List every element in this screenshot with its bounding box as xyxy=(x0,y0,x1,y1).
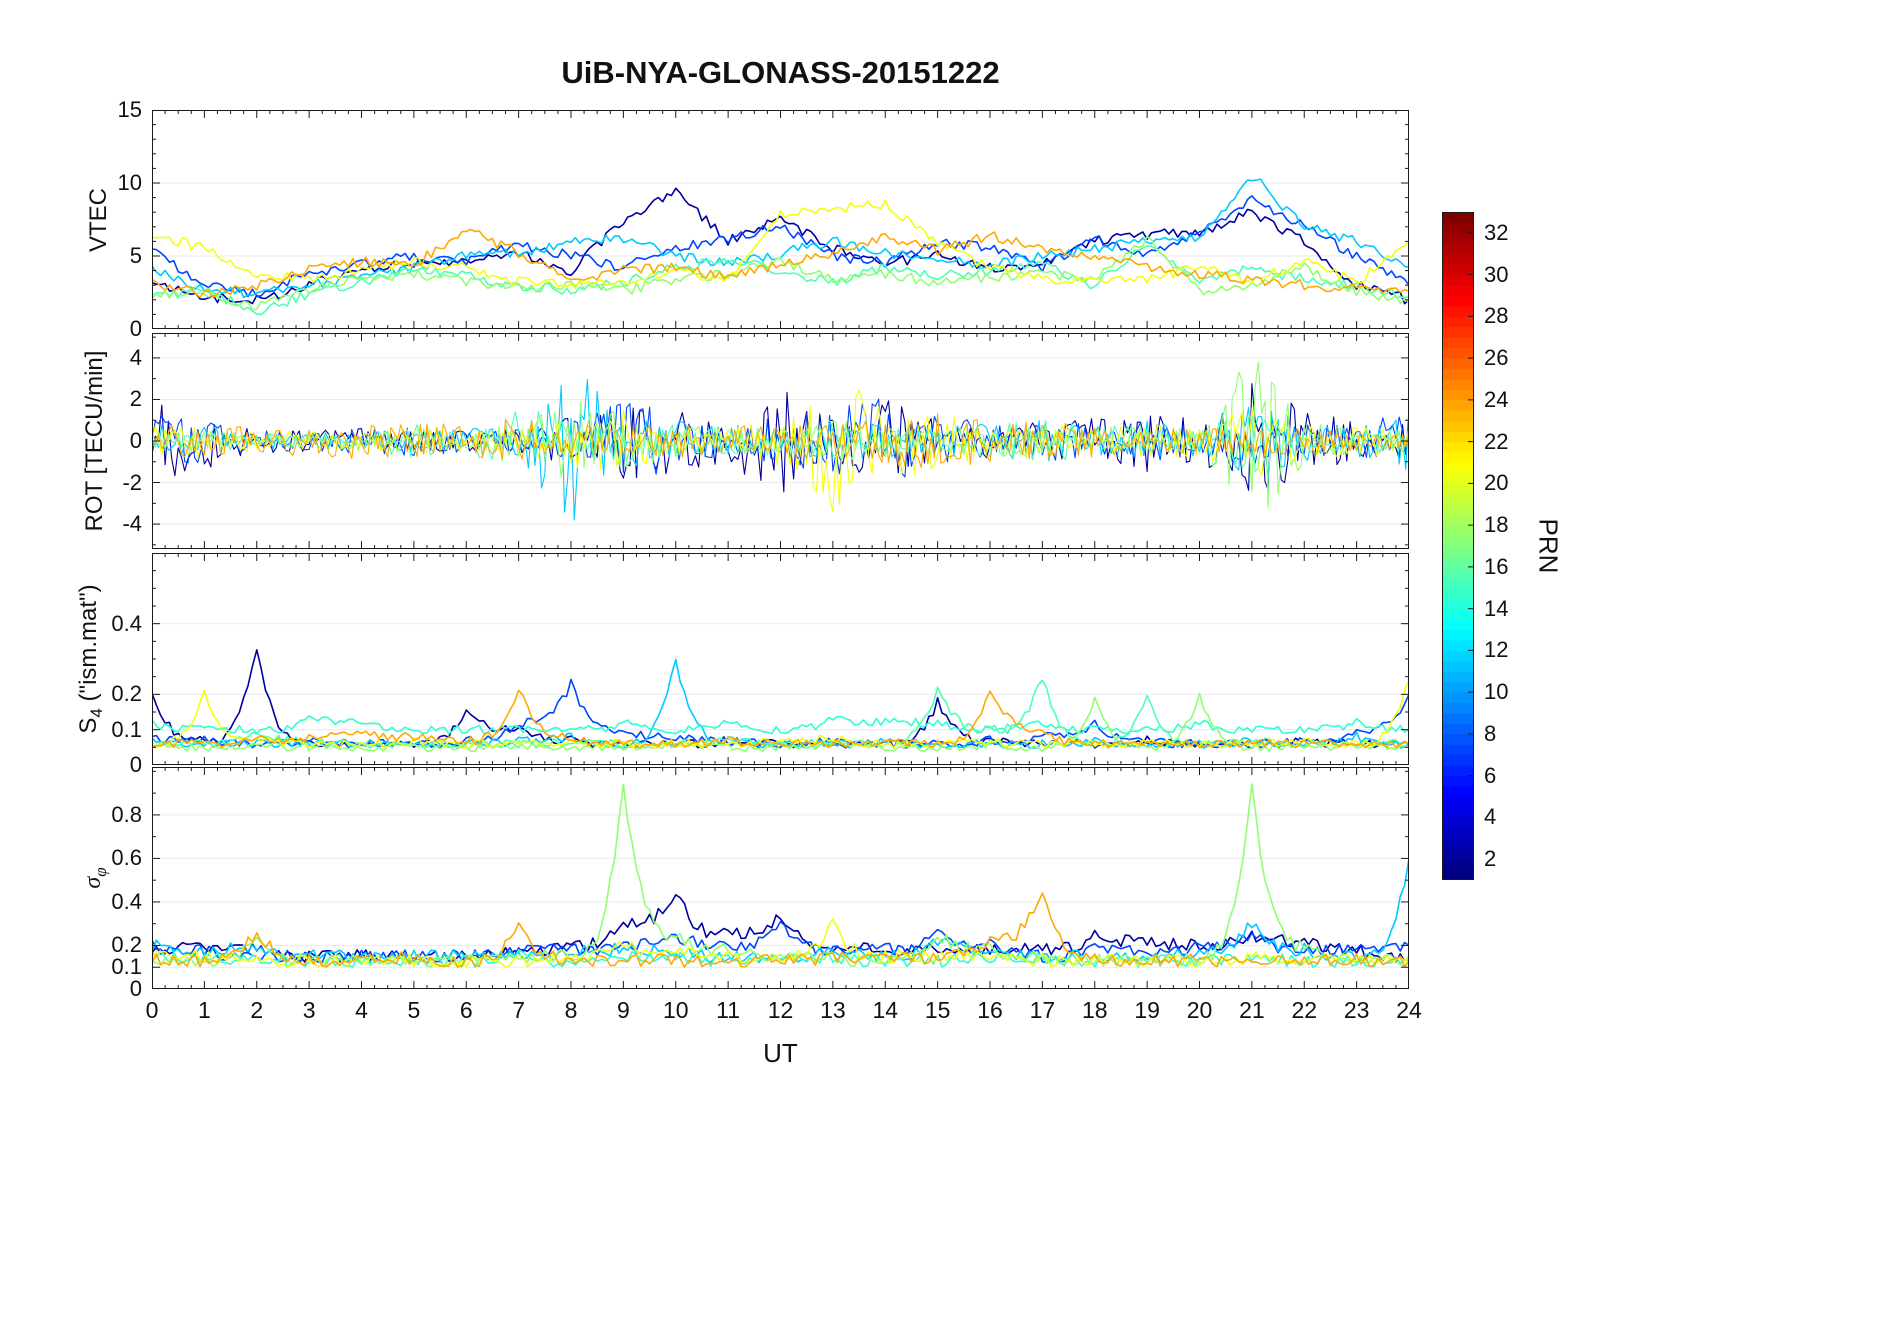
x-tick-label: 11 xyxy=(716,997,741,1023)
colorbar-tick-label: 20 xyxy=(1484,470,1509,496)
y-tick-label: 0.4 xyxy=(111,888,142,914)
ylabel-s4: S4 ("ism.mat") xyxy=(75,584,106,734)
colorbar-tick-label: 24 xyxy=(1484,386,1509,412)
y-tick-label: 0 xyxy=(129,428,142,453)
x-tick-label: 10 xyxy=(662,997,689,1023)
x-tick-label: 0 xyxy=(145,997,159,1023)
x-tick-label: 20 xyxy=(1186,997,1213,1023)
panel-sigma-phi xyxy=(152,767,1409,989)
x-tick-label: 1 xyxy=(197,997,211,1023)
x-tick-label: 13 xyxy=(820,997,846,1023)
colorbar xyxy=(1442,211,1474,885)
y-tick-label: 0 xyxy=(129,752,142,777)
colorbar-tick-label: 4 xyxy=(1484,804,1497,830)
colorbar-tick-label: 18 xyxy=(1484,512,1509,538)
y-tick-label: 2 xyxy=(129,386,142,412)
y-tick-label: 0.1 xyxy=(111,716,142,742)
panel-rot xyxy=(152,333,1409,549)
y-tick-label: 5 xyxy=(129,243,142,268)
y-tick-label: -4 xyxy=(122,511,142,537)
x-tick-label: 3 xyxy=(302,997,316,1023)
x-tick-label: 4 xyxy=(355,997,368,1023)
x-tick-label: 14 xyxy=(872,997,899,1023)
x-tick-label: 8 xyxy=(564,997,578,1023)
xlabel-ut: UT xyxy=(763,1038,798,1068)
x-tick-label: 22 xyxy=(1291,997,1318,1023)
y-tick-label: 0.1 xyxy=(111,954,142,980)
colorbar-tick-label: 30 xyxy=(1484,261,1509,287)
chart-title: UiB-NYA-GLONASS-20151222 xyxy=(561,55,1000,90)
x-tick-label: 9 xyxy=(616,997,630,1023)
x-tick-label: 17 xyxy=(1029,997,1056,1023)
x-tick-label: 19 xyxy=(1134,997,1160,1023)
y-tick-label: 0.8 xyxy=(111,801,142,827)
colorbar-tick-label: 12 xyxy=(1484,637,1509,663)
x-tick-label: 15 xyxy=(924,997,951,1023)
colorbar-tick-label: 10 xyxy=(1484,679,1509,705)
y-tick-label: 0 xyxy=(129,316,142,341)
x-tick-label: 5 xyxy=(407,997,421,1023)
x-tick-label: 12 xyxy=(767,997,794,1023)
y-tick-label: 0.2 xyxy=(111,681,142,707)
y-tick-label: 0.6 xyxy=(111,845,142,871)
y-tick-label: 15 xyxy=(117,97,142,122)
y-tick-label: 10 xyxy=(117,170,142,195)
y-tick-label: -2 xyxy=(122,469,142,495)
x-tick-label: 24 xyxy=(1396,997,1422,1023)
y-tick-label: 0 xyxy=(129,976,142,1001)
x-tick-label: 23 xyxy=(1343,997,1370,1023)
colorbar-tick-label: 26 xyxy=(1484,345,1509,371)
colorbar-tick-label: 16 xyxy=(1484,553,1509,579)
x-tick-label: 18 xyxy=(1081,997,1108,1023)
colorbar-tick-label: 6 xyxy=(1484,762,1497,788)
x-tick-label: 2 xyxy=(250,997,264,1023)
panel-vtec xyxy=(152,110,1409,329)
colorbar-tick-label: 8 xyxy=(1484,720,1497,746)
y-tick-label: 4 xyxy=(129,344,142,370)
x-tick-label: 16 xyxy=(977,997,1003,1023)
colorbar-tick-label: 28 xyxy=(1484,303,1509,329)
colorbar-tick-label: 22 xyxy=(1484,428,1509,454)
x-tick-label: 21 xyxy=(1239,997,1265,1023)
x-tick-label: 7 xyxy=(512,997,526,1023)
colorbar-tick-label: 32 xyxy=(1484,219,1509,245)
x-tick-label: 6 xyxy=(459,997,473,1023)
panel-s4 xyxy=(152,553,1409,765)
y-tick-label: 0.4 xyxy=(111,610,142,636)
colorbar-tick-label: 14 xyxy=(1484,595,1509,621)
colorbar-tick-label: 2 xyxy=(1484,846,1497,872)
y-tick-label: 0.2 xyxy=(111,932,142,958)
